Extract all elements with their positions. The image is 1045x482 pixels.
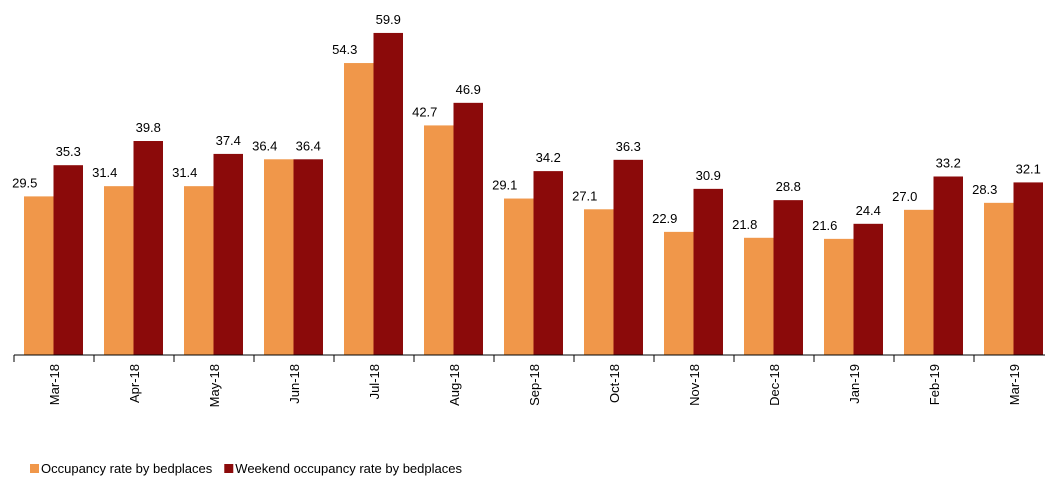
bar — [693, 188, 723, 355]
bar — [53, 165, 83, 355]
x-tick-label: Sep-18 — [527, 364, 542, 406]
x-tick-label: Feb-19 — [927, 364, 942, 405]
value-label: 36.4 — [252, 138, 277, 153]
value-label: 27.1 — [572, 188, 597, 203]
x-tick-label: May-18 — [207, 364, 222, 407]
bar — [104, 186, 134, 355]
x-tick-label: Mar-19 — [1007, 364, 1022, 405]
bar — [24, 196, 54, 355]
legend-label: Occupancy rate by bedplaces — [41, 461, 213, 476]
x-tick-label: Jun-18 — [287, 364, 302, 404]
bar — [424, 125, 454, 355]
value-label: 21.6 — [812, 218, 837, 233]
x-tick-label: Mar-18 — [47, 364, 62, 405]
bar — [133, 141, 163, 355]
bar — [344, 63, 374, 356]
value-label: 36.3 — [616, 139, 641, 154]
legend-label: Weekend occupancy rate by bedplaces — [235, 461, 462, 476]
x-tick-label: Oct-18 — [607, 364, 622, 403]
value-label: 32.1 — [1016, 161, 1041, 176]
bar — [453, 102, 483, 355]
value-label: 31.4 — [172, 165, 197, 180]
value-label: 59.9 — [376, 12, 401, 27]
x-tick-label: Jul-18 — [367, 364, 382, 399]
value-label: 34.2 — [536, 150, 561, 165]
bar — [984, 202, 1014, 355]
bar — [293, 159, 323, 355]
value-label: 54.3 — [332, 42, 357, 57]
bar — [933, 176, 963, 355]
x-tick-label: Nov-18 — [687, 364, 702, 406]
value-label: 22.9 — [652, 211, 677, 226]
x-tick-label: Dec-18 — [767, 364, 782, 406]
value-label: 36.4 — [296, 138, 321, 153]
bar — [213, 153, 243, 355]
legend-swatch — [224, 464, 234, 473]
bar — [664, 231, 694, 355]
value-label: 37.4 — [216, 133, 241, 148]
bar — [1013, 182, 1043, 355]
value-label: 28.3 — [972, 182, 997, 197]
value-label: 42.7 — [412, 104, 437, 119]
x-tick-label: Apr-18 — [127, 364, 142, 403]
bar — [904, 209, 934, 355]
bar — [824, 238, 854, 355]
bar — [853, 223, 883, 355]
value-label: 39.8 — [136, 120, 161, 135]
value-label: 33.2 — [936, 155, 961, 170]
value-label: 30.9 — [696, 168, 721, 183]
value-label: 31.4 — [92, 165, 117, 180]
value-label: 27.0 — [892, 189, 917, 204]
bar — [184, 186, 214, 355]
legend-swatch — [30, 464, 39, 473]
bar — [533, 171, 563, 355]
value-label: 35.3 — [56, 144, 81, 159]
value-label: 28.8 — [776, 179, 801, 194]
x-tick-label: Aug-18 — [447, 364, 462, 406]
value-label: 21.8 — [732, 217, 757, 232]
x-tick-label: Jan-19 — [847, 364, 862, 404]
bar — [744, 237, 774, 355]
value-label: 46.9 — [456, 82, 481, 97]
value-label: 24.4 — [856, 203, 881, 218]
value-label: 29.1 — [492, 178, 517, 193]
bar — [373, 32, 403, 355]
bar — [504, 198, 534, 355]
bar — [264, 159, 294, 355]
value-label: 29.5 — [12, 175, 37, 190]
bar — [613, 159, 643, 355]
bar — [773, 200, 803, 355]
bar — [584, 209, 614, 355]
